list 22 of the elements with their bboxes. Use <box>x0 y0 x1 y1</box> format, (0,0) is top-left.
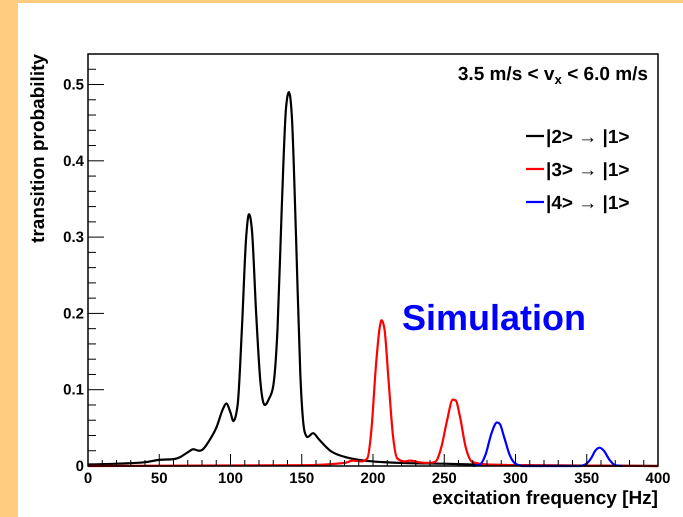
legend-label: |4> → |1> <box>546 193 630 214</box>
x-tick-label: 200 <box>360 470 386 487</box>
annotation: Simulation <box>402 297 586 338</box>
y-tick-label: 0 <box>76 458 84 475</box>
line-series <box>472 421 624 468</box>
y-tick-label: 0.1 <box>63 382 84 399</box>
x-tick-label: 150 <box>289 470 314 487</box>
y-tick-label: 0.2 <box>63 305 84 322</box>
y-tick-label: 0.5 <box>63 76 84 94</box>
legend-label: |2> → |1> <box>546 127 630 148</box>
x-tick-label: 350 <box>574 470 600 487</box>
x-axis-title: excitation frequency [Hz] <box>432 488 658 509</box>
x-tick-label: 250 <box>432 470 457 487</box>
x-tick-label: 50 <box>150 470 168 487</box>
x-tick-label: 300 <box>502 470 528 487</box>
x-tick-label: 400 <box>645 470 671 487</box>
y-tick-label: 0.4 <box>63 152 85 170</box>
legend-label: |3> → |1> <box>546 160 630 181</box>
x-tick-label: 100 <box>218 470 244 487</box>
annotation: 3.5 m/s < v$_{x}$ < 6.0 m/s <box>458 64 648 87</box>
y-axis-title: transition probability <box>28 54 49 243</box>
y-tick-label: 0.3 <box>63 229 84 246</box>
